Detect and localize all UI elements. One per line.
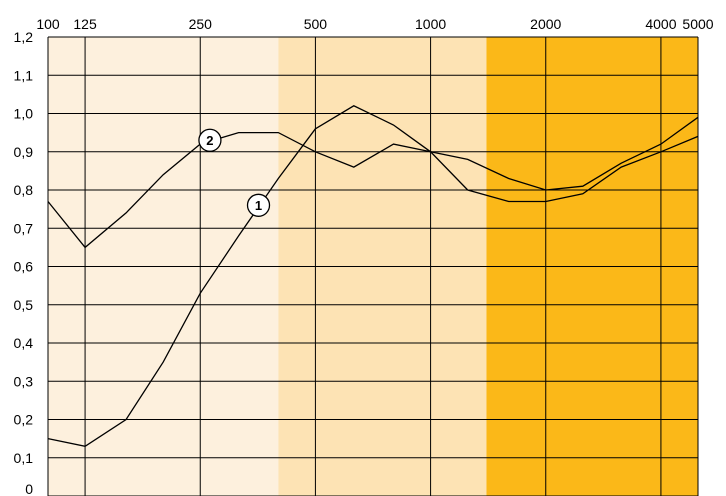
series-marker-label-2: 2 xyxy=(206,133,213,148)
y-tick-label: 0,3 xyxy=(14,373,34,389)
y-tick-label: 0,1 xyxy=(14,450,34,466)
series-line-2 xyxy=(47,116,699,249)
y-tick-label: 0,9 xyxy=(14,144,34,160)
x-tick-label: 4000 xyxy=(645,16,676,32)
x-tick-label: 500 xyxy=(304,16,328,32)
x-tick-label: 5000 xyxy=(682,16,713,32)
x-tick-label: 100 xyxy=(36,16,60,32)
x-tick-label: 125 xyxy=(73,16,97,32)
series-marker-2 xyxy=(198,128,222,152)
series-lines xyxy=(47,105,699,447)
y-tick-label: 0,4 xyxy=(14,335,34,351)
tick-labels: 100 125 250 500 1000 2000 4000 5000 0 0,1 0,2 0,3 0,… xyxy=(14,16,714,496)
series-markers: 12 xyxy=(198,128,271,217)
x-tick-label: 1000 xyxy=(415,16,446,32)
y-tick-label: 0,6 xyxy=(14,259,34,275)
y-tick-label: 0,5 xyxy=(14,297,34,313)
series-line-1 xyxy=(47,105,699,447)
y-tick-label: 0 xyxy=(25,481,33,496)
y-tick-label: 0,7 xyxy=(14,220,34,236)
y-tick-label: 1,1 xyxy=(14,67,34,83)
x-tick-label: 2000 xyxy=(530,16,561,32)
grid-lines xyxy=(47,36,699,496)
y-tick-label: 0,2 xyxy=(14,412,34,428)
y-tick-label: 1,0 xyxy=(14,106,34,122)
series-marker-1 xyxy=(246,193,271,217)
y-tick-label: 1,2 xyxy=(14,29,34,45)
series-marker-label-1: 1 xyxy=(255,198,262,213)
x-tick-label: 250 xyxy=(189,16,213,32)
y-tick-label: 0,8 xyxy=(14,182,34,198)
